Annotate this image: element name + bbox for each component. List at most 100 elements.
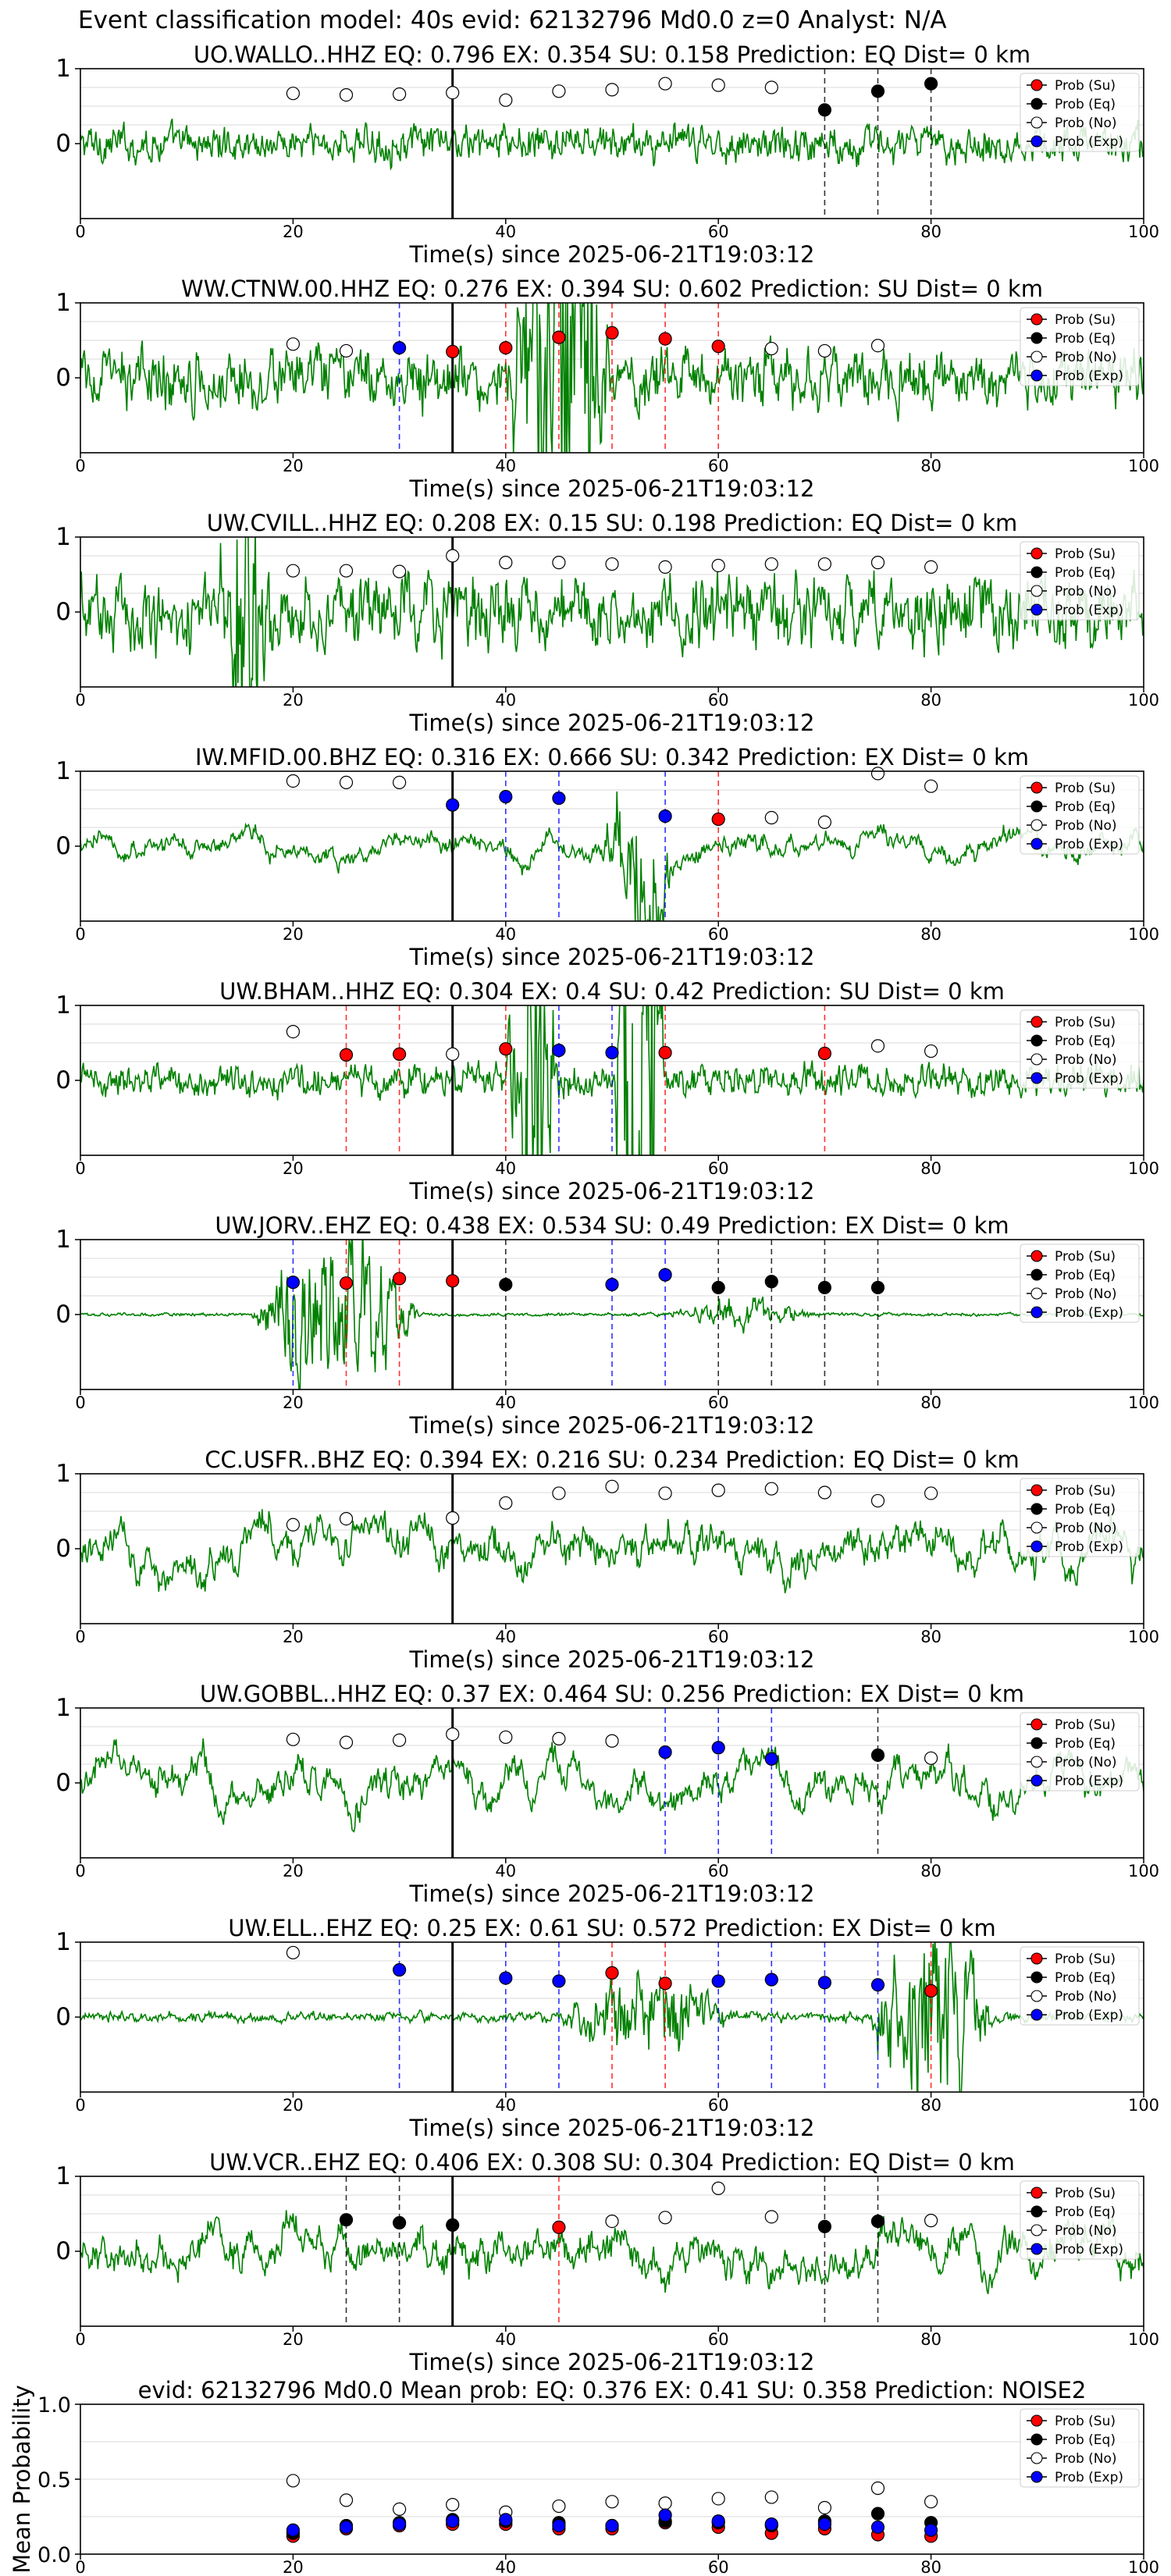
prob-marker-no: [499, 1496, 513, 1510]
legend-label-su: Prob (Su): [1055, 2186, 1116, 2201]
legend-marker-exp: [1030, 2243, 1043, 2255]
prob-marker-su: [446, 1274, 460, 1288]
prob-marker-exp: [658, 809, 672, 824]
waveform-trace: [80, 2210, 1144, 2294]
mean-prob-marker-eq: [870, 2507, 885, 2521]
prob-marker-no: [924, 1486, 938, 1500]
x-tick-label: 40: [495, 691, 516, 710]
legend-label-exp: Prob (Exp): [1055, 368, 1123, 384]
prob-marker-no: [870, 339, 885, 353]
prob-marker-no: [764, 557, 778, 571]
x-tick-label: 40: [495, 1159, 516, 1178]
legend-marker-eq: [1030, 800, 1043, 813]
prob-marker-no: [924, 2214, 938, 2228]
prob-marker-no: [339, 775, 354, 790]
x-tick-label: 60: [708, 1862, 729, 1880]
y-tick-label: 0: [55, 832, 71, 860]
legend-label-su: Prob (Su): [1055, 2414, 1116, 2429]
legend-label-no: Prob (No): [1055, 2451, 1117, 2467]
prob-marker-exp: [446, 798, 460, 812]
y-tick-label: 0: [55, 2237, 71, 2265]
legend-label-exp: Prob (Exp): [1055, 1539, 1123, 1555]
prob-marker-exp: [552, 791, 566, 806]
prob-marker-eq: [870, 2215, 885, 2229]
x-tick-label: 80: [920, 222, 941, 241]
prob-marker-no: [446, 1511, 460, 1525]
chart-panel-6: UW.JORV..EHZ EQ: 0.438 EX: 0.534 SU: 0.4…: [55, 1212, 1159, 1439]
prob-marker-no: [286, 1732, 300, 1746]
x-tick-label: 60: [708, 1159, 729, 1178]
legend: Prob (Su) Prob (Eq) Prob (No) Prob (Exp): [1020, 541, 1140, 621]
chart-panel-8: UW.GOBBL..HHZ EQ: 0.37 EX: 0.464 SU: 0.2…: [55, 1681, 1159, 1907]
x-tick-label: 60: [708, 691, 729, 710]
legend: Prob (Su) Prob (Eq) Prob (No) Prob (Exp): [1020, 1478, 1140, 1557]
x-tick-label: 40: [495, 2558, 516, 2576]
prob-marker-exp: [711, 1741, 725, 1755]
prob-marker-no: [446, 86, 460, 100]
x-tick-label: 80: [920, 1159, 941, 1178]
legend-marker-no: [1030, 116, 1043, 129]
mean-prob-marker-exp: [817, 2517, 832, 2532]
x-tick-label: 0: [75, 2330, 85, 2349]
prob-marker-su: [924, 1984, 938, 1998]
prob-marker-su: [552, 330, 566, 344]
mean-prob-marker-no: [658, 2496, 672, 2510]
prob-marker-su: [499, 1042, 513, 1056]
x-tick-label: 60: [708, 1628, 729, 1646]
x-tick-label: 60: [708, 2558, 729, 2576]
waveform-trace: [80, 537, 1144, 687]
prob-marker-exp: [764, 1752, 778, 1766]
chart-panel-5: UW.BHAM..HHZ EQ: 0.304 EX: 0.4 SU: 0.42 …: [55, 978, 1159, 1204]
legend-label-exp: Prob (Exp): [1055, 1774, 1123, 1789]
prob-marker-no: [339, 1735, 354, 1749]
legend-label-exp: Prob (Exp): [1055, 2470, 1123, 2485]
legend: Prob (Su) Prob (Eq) Prob (No) Prob (Exp): [1020, 1009, 1140, 1089]
prob-marker-no: [393, 1733, 407, 1747]
chart-panel-2: WW.CTNW.00.HHZ EQ: 0.276 EX: 0.394 SU: 0…: [55, 276, 1159, 502]
x-tick-label: 0: [75, 457, 85, 475]
prob-marker-no: [870, 1039, 885, 1053]
prob-marker-no: [817, 557, 832, 571]
chart-title: evid: 62132796 Md0.0 Mean prob: EQ: 0.37…: [138, 2377, 1087, 2403]
prob-marker-su: [552, 2220, 566, 2234]
axes-frame: [80, 770, 1144, 922]
prob-marker-no: [499, 1730, 513, 1745]
legend-label-no: Prob (No): [1055, 1989, 1117, 2005]
prob-marker-eq: [393, 2215, 407, 2230]
x-tick-label: 0: [75, 1862, 85, 1880]
legend-box: [1020, 1244, 1140, 1323]
legend-label-su: Prob (Su): [1055, 781, 1116, 796]
mean-prob-marker-no: [446, 2498, 460, 2512]
x-tick-label: 100: [1128, 2330, 1159, 2349]
mean-prob-marker-exp: [446, 2514, 460, 2528]
legend: Prob (Su) Prob (Eq) Prob (No) Prob (Exp): [1020, 73, 1140, 152]
legend-label-no: Prob (No): [1055, 1521, 1117, 1536]
x-tick-label: 20: [283, 1393, 304, 1412]
x-tick-label: 100: [1128, 691, 1159, 710]
prob-marker-exp: [605, 1277, 619, 1292]
prob-marker-no: [764, 80, 778, 94]
legend-label-exp: Prob (Exp): [1055, 603, 1123, 618]
prob-marker-no: [552, 556, 566, 570]
prob-marker-no: [286, 87, 300, 101]
prob-marker-su: [393, 1047, 407, 1062]
legend-box: [1020, 2180, 1140, 2260]
x-axis-label: Time(s) since 2025-06-21T19:03:12: [409, 2115, 815, 2141]
legend-label-no: Prob (No): [1055, 1755, 1117, 1770]
legend-marker-eq: [1030, 1034, 1043, 1047]
legend-label-exp: Prob (Exp): [1055, 1305, 1123, 1321]
x-axis-label: Time(s) since 2025-06-21T19:03:12: [409, 1646, 815, 1673]
legend-label-no: Prob (No): [1055, 2223, 1117, 2239]
y-tick-label: 1: [55, 757, 71, 785]
chart-panel-7: CC.USFR..BHZ EQ: 0.394 EX: 0.216 SU: 0.2…: [55, 1446, 1159, 1673]
prob-marker-no: [286, 774, 300, 788]
x-tick-label: 20: [283, 691, 304, 710]
legend-label-su: Prob (Su): [1055, 1483, 1116, 1499]
prob-marker-eq: [764, 1275, 778, 1289]
prob-marker-exp: [605, 1045, 619, 1060]
y-tick-label: 0: [55, 1300, 71, 1329]
y-tick-label: 1.0: [37, 2393, 71, 2418]
chart-panel-3: UW.CVILL..HHZ EQ: 0.208 EX: 0.15 SU: 0.1…: [55, 510, 1159, 736]
prob-marker-no: [393, 87, 407, 101]
